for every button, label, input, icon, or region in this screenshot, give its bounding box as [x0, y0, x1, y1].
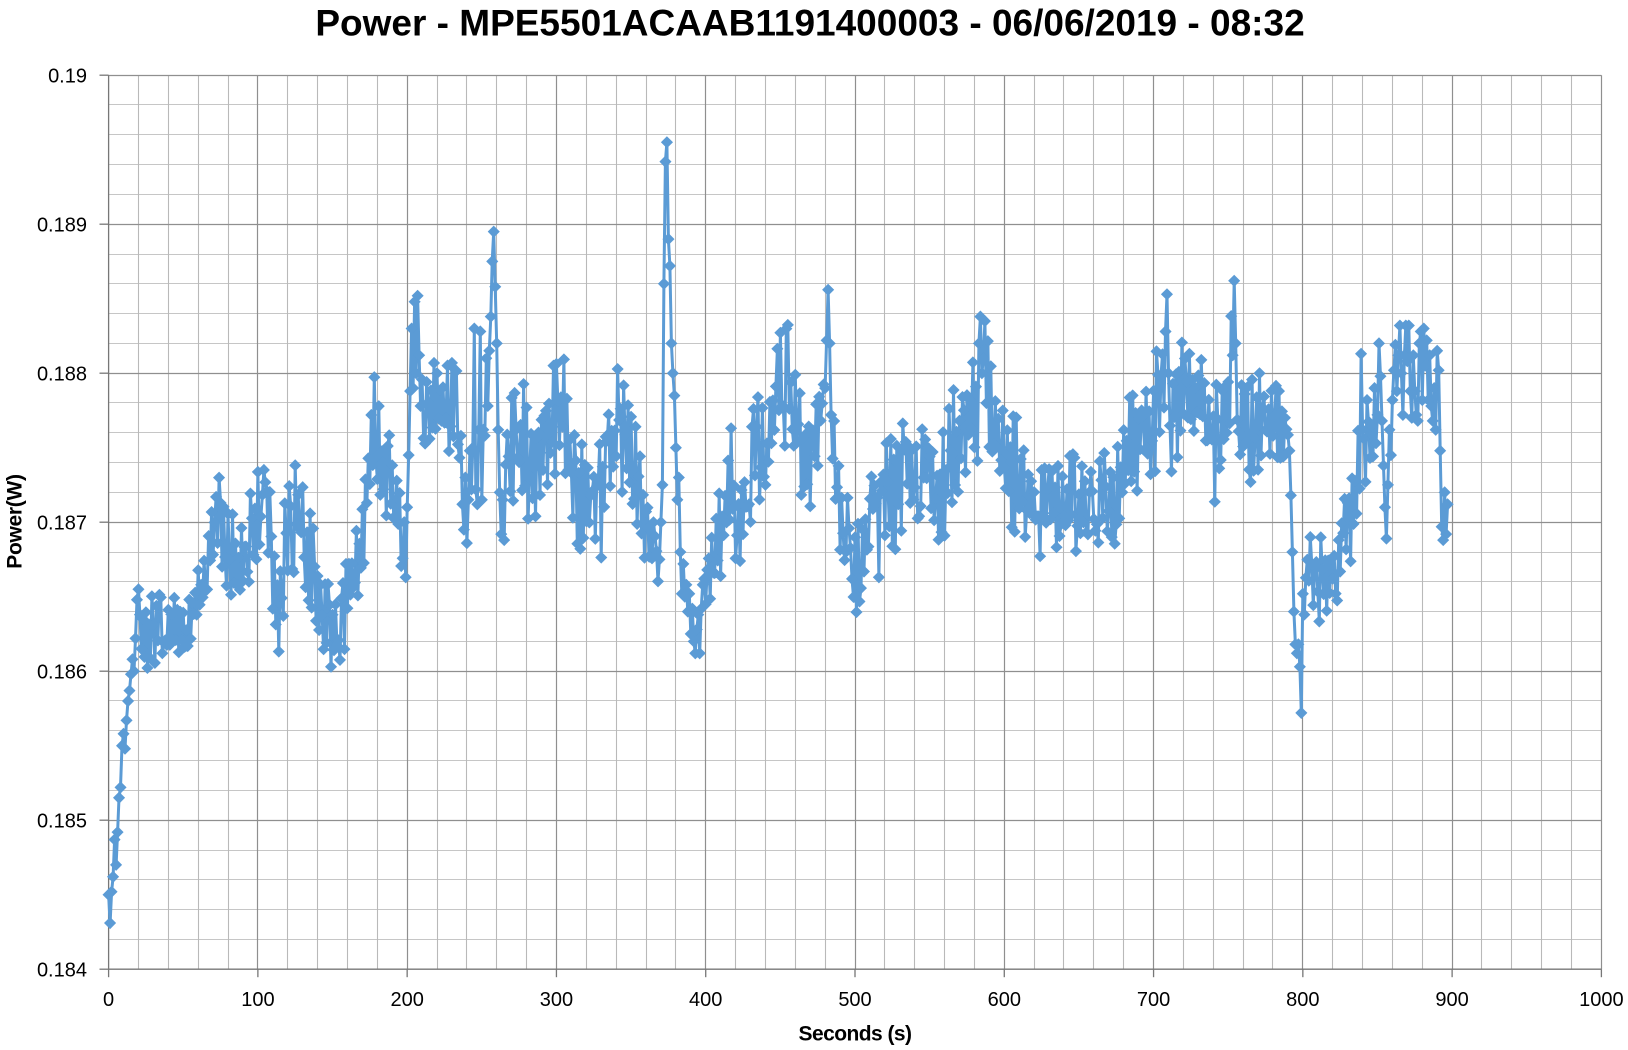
- svg-text:900: 900: [1435, 989, 1468, 1011]
- svg-text:0.187: 0.187: [37, 512, 87, 534]
- svg-text:0.188: 0.188: [37, 363, 87, 385]
- svg-text:0.19: 0.19: [48, 65, 87, 87]
- svg-text:0.189: 0.189: [37, 214, 87, 236]
- svg-text:0.184: 0.184: [37, 959, 87, 981]
- svg-text:1000: 1000: [1579, 989, 1624, 1011]
- svg-text:300: 300: [540, 989, 573, 1011]
- svg-text:0: 0: [103, 989, 114, 1011]
- svg-text:200: 200: [391, 989, 424, 1011]
- svg-text:Power(W): Power(W): [4, 474, 27, 568]
- svg-text:Seconds (s): Seconds (s): [799, 1023, 912, 1046]
- svg-text:0.186: 0.186: [37, 661, 87, 683]
- svg-text:600: 600: [988, 989, 1021, 1011]
- svg-text:0.185: 0.185: [37, 810, 87, 832]
- svg-text:400: 400: [689, 989, 722, 1011]
- svg-text:700: 700: [1137, 989, 1170, 1011]
- svg-text:100: 100: [241, 989, 274, 1011]
- svg-text:800: 800: [1286, 989, 1319, 1011]
- svg-text:500: 500: [838, 989, 871, 1011]
- svg-text:Power - MPE5501ACAAB1191400003: Power - MPE5501ACAAB1191400003 - 06/06/2…: [315, 3, 1304, 44]
